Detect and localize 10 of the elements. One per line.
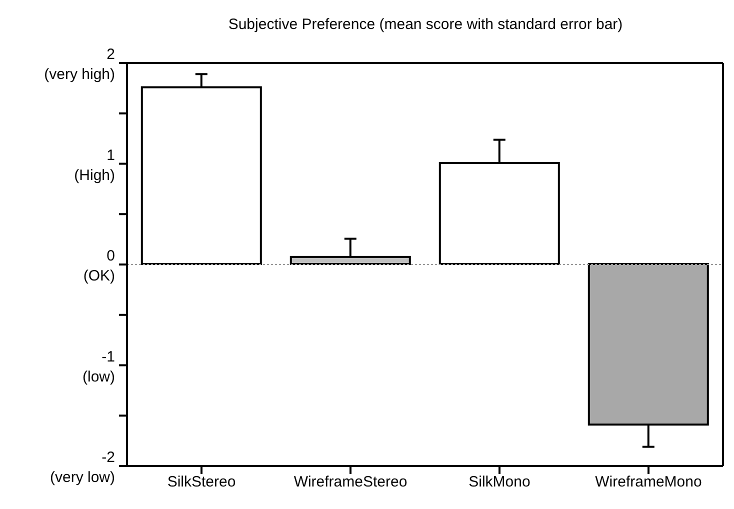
y-tick-label: 2 (very high) <box>44 46 115 83</box>
y-tick-label: 0 (OK) <box>83 248 115 284</box>
chart-title: Subjective Preference (mean score with standard error bar) <box>227 16 624 33</box>
x-tick-label: SilkMono <box>468 474 530 491</box>
x-tick-label: SilkStereo <box>167 474 236 491</box>
x-tick-label: WireframeStereo <box>294 474 408 491</box>
y-tick-label: 1 (High) <box>74 146 115 184</box>
y-tick-label: -2 (very low) <box>50 449 115 486</box>
x-tick-label: WireframeMono <box>595 474 702 491</box>
y-tick-label: -1 (low) <box>82 348 115 386</box>
